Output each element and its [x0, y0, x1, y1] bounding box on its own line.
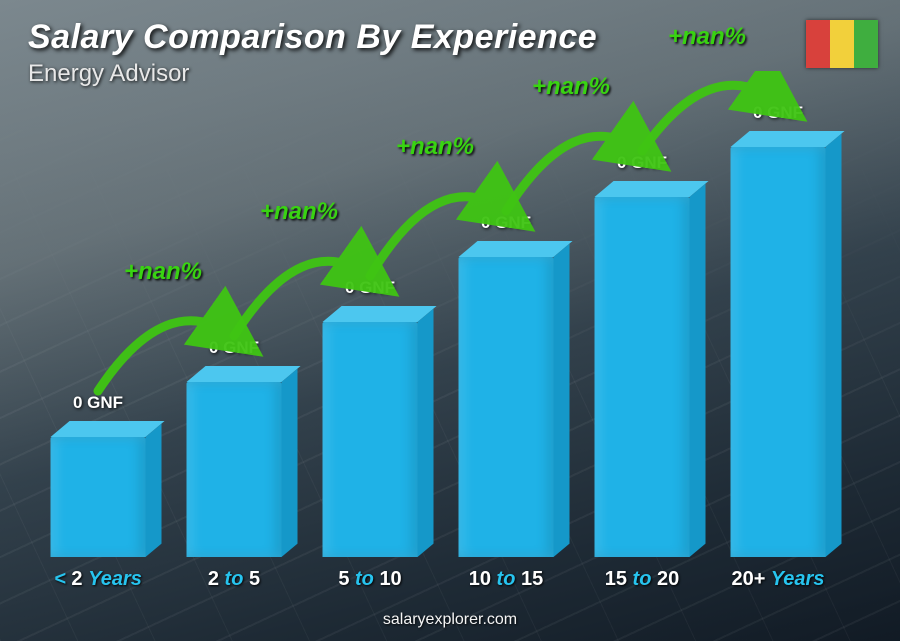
- bar-front: [187, 382, 282, 557]
- bar-chart: < 2 Years 0 GNF 2 to 5 0 GNF 5 to 10 0 GNF 10 …: [30, 71, 845, 591]
- category-label: < 2 Years: [30, 568, 166, 591]
- bar-slot: 2 to 5 0 GNF: [166, 71, 302, 591]
- bar: [595, 197, 690, 557]
- flag-stripe-green: [854, 20, 878, 68]
- bar: [731, 147, 826, 557]
- category-label: 20+ Years: [710, 568, 846, 591]
- footer-site: salaryexplorer.com: [0, 611, 900, 629]
- bar-front: [595, 197, 690, 557]
- bar-slot: 15 to 20 0 GNF: [574, 71, 710, 591]
- bar-front: [731, 147, 826, 557]
- category-label: 2 to 5: [166, 568, 302, 591]
- category-label: 10 to 15: [438, 568, 574, 591]
- value-label: 0 GNF: [209, 338, 259, 358]
- bar-front: [323, 322, 418, 557]
- chart-title: Salary Comparison By Experience: [28, 18, 597, 57]
- bar-front: [459, 257, 554, 557]
- category-label: 15 to 20: [574, 568, 710, 591]
- delta-label: +nan%: [396, 133, 474, 161]
- delta-label: +nan%: [668, 23, 746, 51]
- chart-canvas: Salary Comparison By Experience Energy A…: [0, 0, 900, 641]
- bar: [323, 322, 418, 557]
- bar: [459, 257, 554, 557]
- flag-stripe-yellow: [830, 20, 854, 68]
- bar-side: [282, 369, 298, 557]
- bar-side: [826, 134, 842, 557]
- delta-label: +nan%: [260, 198, 338, 226]
- value-label: 0 GNF: [73, 393, 123, 413]
- bar-side: [146, 424, 162, 557]
- value-label: 0 GNF: [345, 278, 395, 298]
- country-flag-guinea: [806, 20, 878, 68]
- bar: [187, 382, 282, 557]
- bar: [51, 437, 146, 557]
- category-label: 5 to 10: [302, 568, 438, 591]
- flag-stripe-red: [806, 20, 830, 68]
- value-label: 0 GNF: [753, 103, 803, 123]
- value-label: 0 GNF: [617, 153, 667, 173]
- bar-side: [554, 244, 570, 557]
- bar-slot: < 2 Years 0 GNF: [30, 71, 166, 591]
- bar-side: [418, 309, 434, 557]
- bar-side: [690, 184, 706, 557]
- delta-label: +nan%: [124, 258, 202, 286]
- value-label: 0 GNF: [481, 213, 531, 233]
- bar-front: [51, 437, 146, 557]
- delta-label: +nan%: [532, 73, 610, 101]
- bar-slot: 20+ Years 0 GNF: [710, 71, 846, 591]
